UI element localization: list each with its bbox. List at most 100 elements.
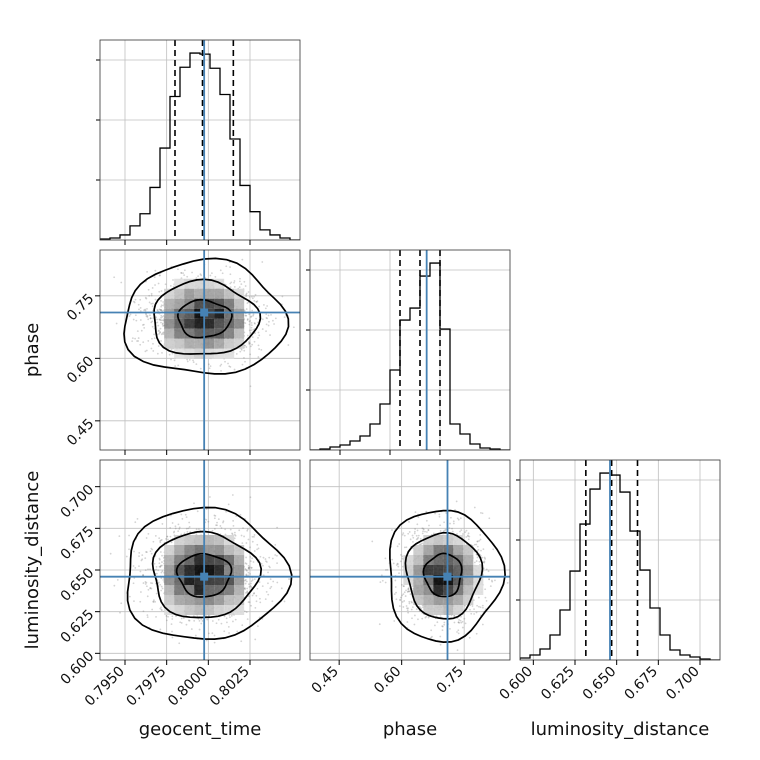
sample-point <box>245 592 247 594</box>
sample-point <box>120 602 123 605</box>
sample-point <box>143 326 146 329</box>
sample-point <box>401 594 404 597</box>
sample-point <box>267 582 269 585</box>
sample-point <box>254 293 257 296</box>
sample-point <box>244 568 247 570</box>
sample-point <box>461 626 464 629</box>
sample-point <box>244 562 247 565</box>
sample-point <box>412 540 414 543</box>
sample-point <box>160 304 163 307</box>
sample-point <box>272 319 274 322</box>
sample-point <box>219 269 222 272</box>
sample-point <box>192 359 194 362</box>
density-block <box>194 535 205 545</box>
diag-panel-geocent_time <box>96 39 301 245</box>
sample-point <box>149 317 152 320</box>
sample-point <box>254 638 257 641</box>
sample-point <box>267 593 270 596</box>
density-block <box>214 318 225 329</box>
sample-point <box>249 332 252 334</box>
sample-point <box>283 316 286 318</box>
sample-point <box>128 534 130 537</box>
sample-point <box>146 614 149 616</box>
sample-point <box>151 320 154 323</box>
sample-point <box>238 286 241 289</box>
sample-point <box>129 313 132 316</box>
sample-point <box>165 615 168 617</box>
sample-point <box>253 534 256 536</box>
sample-point <box>160 321 162 324</box>
sample-point <box>199 367 202 370</box>
x-tick-label: 0.7975 <box>124 664 170 710</box>
x-tick-label: 0.8000 <box>165 664 211 710</box>
density-block <box>184 545 195 555</box>
sample-point <box>251 579 254 581</box>
sample-point <box>400 583 403 586</box>
truth-marker <box>200 308 209 317</box>
sample-point <box>468 636 471 639</box>
sample-point <box>380 574 383 577</box>
sample-point <box>252 314 255 317</box>
sample-point <box>195 533 198 536</box>
sample-point <box>207 520 210 523</box>
sample-point <box>152 540 155 543</box>
sample-point <box>251 540 254 543</box>
sample-point <box>244 285 247 287</box>
sample-point <box>270 313 272 316</box>
density-block <box>184 288 195 299</box>
sample-point <box>201 620 204 622</box>
x-tick-label: 0.675 <box>621 664 661 704</box>
sample-point <box>252 328 255 331</box>
sample-point <box>159 541 162 544</box>
sample-point <box>241 258 244 261</box>
sample-point <box>419 606 422 609</box>
sample-point <box>241 542 244 545</box>
sample-point <box>209 365 212 368</box>
sample-point <box>246 319 249 321</box>
sample-point <box>250 326 253 329</box>
sample-point <box>187 527 190 530</box>
sample-point <box>234 534 237 537</box>
sample-point <box>236 630 239 633</box>
panel-frame <box>519 459 721 661</box>
sample-point <box>438 515 441 518</box>
density-block <box>164 338 175 349</box>
sample-point <box>220 363 223 366</box>
sample-point <box>265 591 268 593</box>
sample-point <box>245 542 248 544</box>
sample-point <box>480 549 482 552</box>
density-block <box>174 575 185 585</box>
sample-point <box>261 318 264 321</box>
panel-frame <box>99 249 301 451</box>
sample-point <box>244 587 246 590</box>
sample-point <box>262 556 265 559</box>
sample-point <box>415 534 418 537</box>
sample-point <box>142 323 145 326</box>
sample-point <box>228 616 231 619</box>
sample-point <box>250 566 253 569</box>
sample-point <box>243 356 245 359</box>
sample-point <box>229 528 232 531</box>
sample-point <box>145 297 148 300</box>
sample-point <box>177 364 180 367</box>
sample-point <box>175 615 177 618</box>
sample-point <box>146 316 149 318</box>
sample-point <box>146 595 149 598</box>
sample-point <box>449 522 451 525</box>
sample-point <box>159 274 161 277</box>
sample-point <box>484 596 487 599</box>
y-tick-label: 0.650 <box>58 565 98 605</box>
sample-point <box>135 319 138 322</box>
sample-point <box>223 630 226 633</box>
sample-point <box>141 554 144 557</box>
sample-point <box>166 535 169 538</box>
sample-point <box>484 557 487 560</box>
density-block <box>164 545 175 555</box>
sample-point <box>475 560 478 562</box>
sample-point <box>139 600 142 603</box>
sample-point <box>473 608 475 611</box>
sample-point <box>157 330 160 333</box>
sample-point <box>258 334 261 337</box>
sample-point <box>253 550 256 552</box>
sample-point <box>149 587 152 590</box>
